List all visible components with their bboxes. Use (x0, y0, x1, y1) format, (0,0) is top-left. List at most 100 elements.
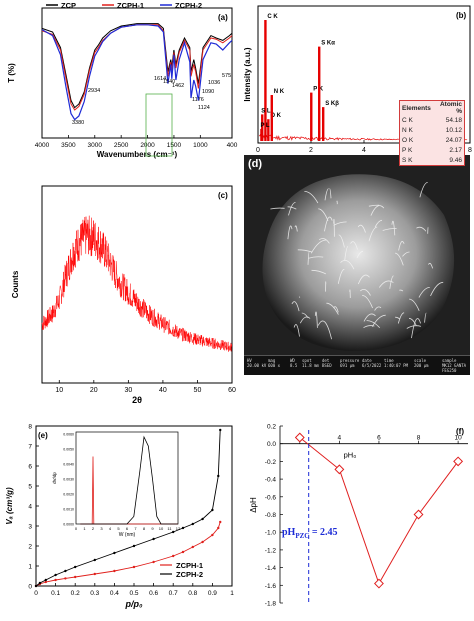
isotherm-point (54, 579, 56, 581)
x-tick-label: 0 (256, 147, 260, 154)
isotherm-point (172, 555, 174, 557)
x-tick-label: 0.9 (208, 590, 217, 597)
peak-label: N K (274, 89, 285, 95)
isotherm-point (219, 521, 221, 523)
inset-y-tick-label: 0.0040 (63, 463, 74, 467)
y-axis-label: Intensity (a.u.) (243, 47, 252, 102)
x-tick-label: 0.7 (169, 590, 178, 597)
edx-peak (322, 107, 324, 141)
inset-y-tick-label: 0.0000 (63, 523, 74, 527)
table-cell: 54.18 (433, 115, 465, 125)
x-tick-label: 50 (194, 387, 202, 394)
y-tick-label: -1.4 (265, 565, 277, 572)
x-tick-label: 30 (124, 387, 132, 394)
isotherm-point (201, 541, 203, 543)
y-tick-label: -0.8 (265, 512, 277, 519)
x-tick-label: 60 (228, 387, 236, 394)
y-tick-label: 4 (28, 504, 32, 511)
isotherm-point (133, 566, 135, 568)
inset-x-tick-label: 12 (176, 526, 181, 531)
y-tick-label: 5 (28, 484, 32, 491)
table-cell: 2.17 (433, 145, 465, 155)
y-tick-label: 0.2 (267, 424, 276, 431)
isotherm-point (211, 509, 213, 511)
inset-x-axis-label: W (nm) (119, 532, 136, 538)
plot-frame (42, 8, 232, 138)
y-tick-label: -1.6 (265, 583, 277, 590)
table-cell: 24.07 (433, 135, 465, 145)
x-tick-label: 10 (55, 387, 63, 394)
isotherm-point (201, 518, 203, 520)
pzc-label: pHPZC = 2.45 (282, 527, 338, 540)
inset-y-tick-label: 0.0050 (63, 448, 74, 452)
panel-f-phpzc: 0.20.0-0.2-0.4-0.6-0.8-1.0-1.2-1.4-1.6-1… (249, 424, 468, 608)
y-tick-label: 2 (28, 544, 32, 551)
dph-line (300, 438, 458, 584)
x-tick-label: 2000 (140, 142, 155, 149)
x-tick-label: 4 (338, 435, 342, 442)
y-tick-label: 8 (28, 424, 32, 431)
table-cell: N K (400, 125, 433, 135)
y-tick-label: 7 (28, 444, 32, 451)
inset-frame (76, 432, 178, 524)
panel-label: (b) (456, 11, 467, 20)
peak-label: C K (267, 14, 278, 20)
isotherm-point (64, 577, 66, 579)
x-tick-label: 0.4 (110, 590, 119, 597)
table-cell: C K (400, 115, 433, 125)
peak-label: S Kβ (325, 101, 339, 107)
edx-peak (260, 129, 262, 141)
inset-y-tick-label: 0.0030 (63, 478, 74, 482)
x-tick-label: 20 (90, 387, 98, 394)
table-cell: S K (400, 155, 433, 166)
y-tick-label: -0.4 (265, 477, 277, 484)
y-tick-label: -1.8 (265, 601, 277, 608)
isotherm-point (74, 566, 76, 568)
peak-annotation: 1036 (208, 80, 220, 86)
isotherm-point (45, 579, 47, 581)
legend-label: ZCPH-2 (175, 1, 202, 10)
isotherm-point (172, 531, 174, 533)
isotherm-point (94, 559, 96, 561)
x-tick-label: 0.6 (149, 590, 158, 597)
y-axis-label: Vₐ (cm³/g) (5, 487, 14, 525)
panel-label: (f) (456, 427, 464, 436)
table-cell: 9.46 (433, 155, 465, 166)
x-tick-label: 8 (417, 435, 421, 442)
isotherm-point (217, 475, 219, 477)
peak-annotation: 1124 (198, 105, 210, 111)
y-tick-label: -0.2 (265, 459, 277, 466)
isotherm-point (64, 570, 66, 572)
isotherm-point (113, 570, 115, 572)
x-axis-label: 2θ (132, 395, 142, 405)
isotherm-point (182, 551, 184, 553)
y-tick-label: -0.6 (265, 494, 277, 501)
peak-annotation: 3380 (72, 120, 84, 126)
inset-y-axis-label: dV/dp (52, 472, 57, 484)
table-header-atomic: Atomic % (433, 101, 465, 116)
peak-annotation: 575 (222, 73, 231, 79)
x-tick-label: 2 (309, 147, 313, 154)
isotherm-point (192, 523, 194, 525)
y-tick-label: 0 (28, 584, 32, 591)
x-tick-label: 3500 (61, 142, 76, 149)
isotherm-point (192, 546, 194, 548)
edx-peak (318, 47, 320, 141)
x-tick-label: 400 (227, 142, 238, 149)
isotherm-point (182, 527, 184, 529)
sem-texture (244, 155, 470, 375)
x-tick-label: 4000 (35, 142, 50, 149)
y-tick-label: 3 (28, 524, 32, 531)
x-axis-label: Wavenumbers (cm⁻¹) (97, 150, 178, 159)
y-tick-label: 1 (28, 564, 32, 571)
inset-y-tick-label: 0.0010 (63, 508, 74, 512)
x-tick-label: 0.8 (188, 590, 197, 597)
